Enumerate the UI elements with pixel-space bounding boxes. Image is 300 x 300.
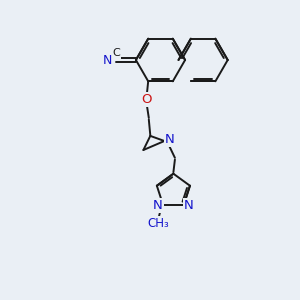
Text: N: N <box>184 199 194 212</box>
Text: O: O <box>142 93 152 106</box>
Text: C: C <box>112 48 120 59</box>
Text: CH₃: CH₃ <box>148 217 170 230</box>
Text: N: N <box>103 53 112 67</box>
Text: N: N <box>165 133 175 146</box>
Text: N: N <box>153 199 163 212</box>
